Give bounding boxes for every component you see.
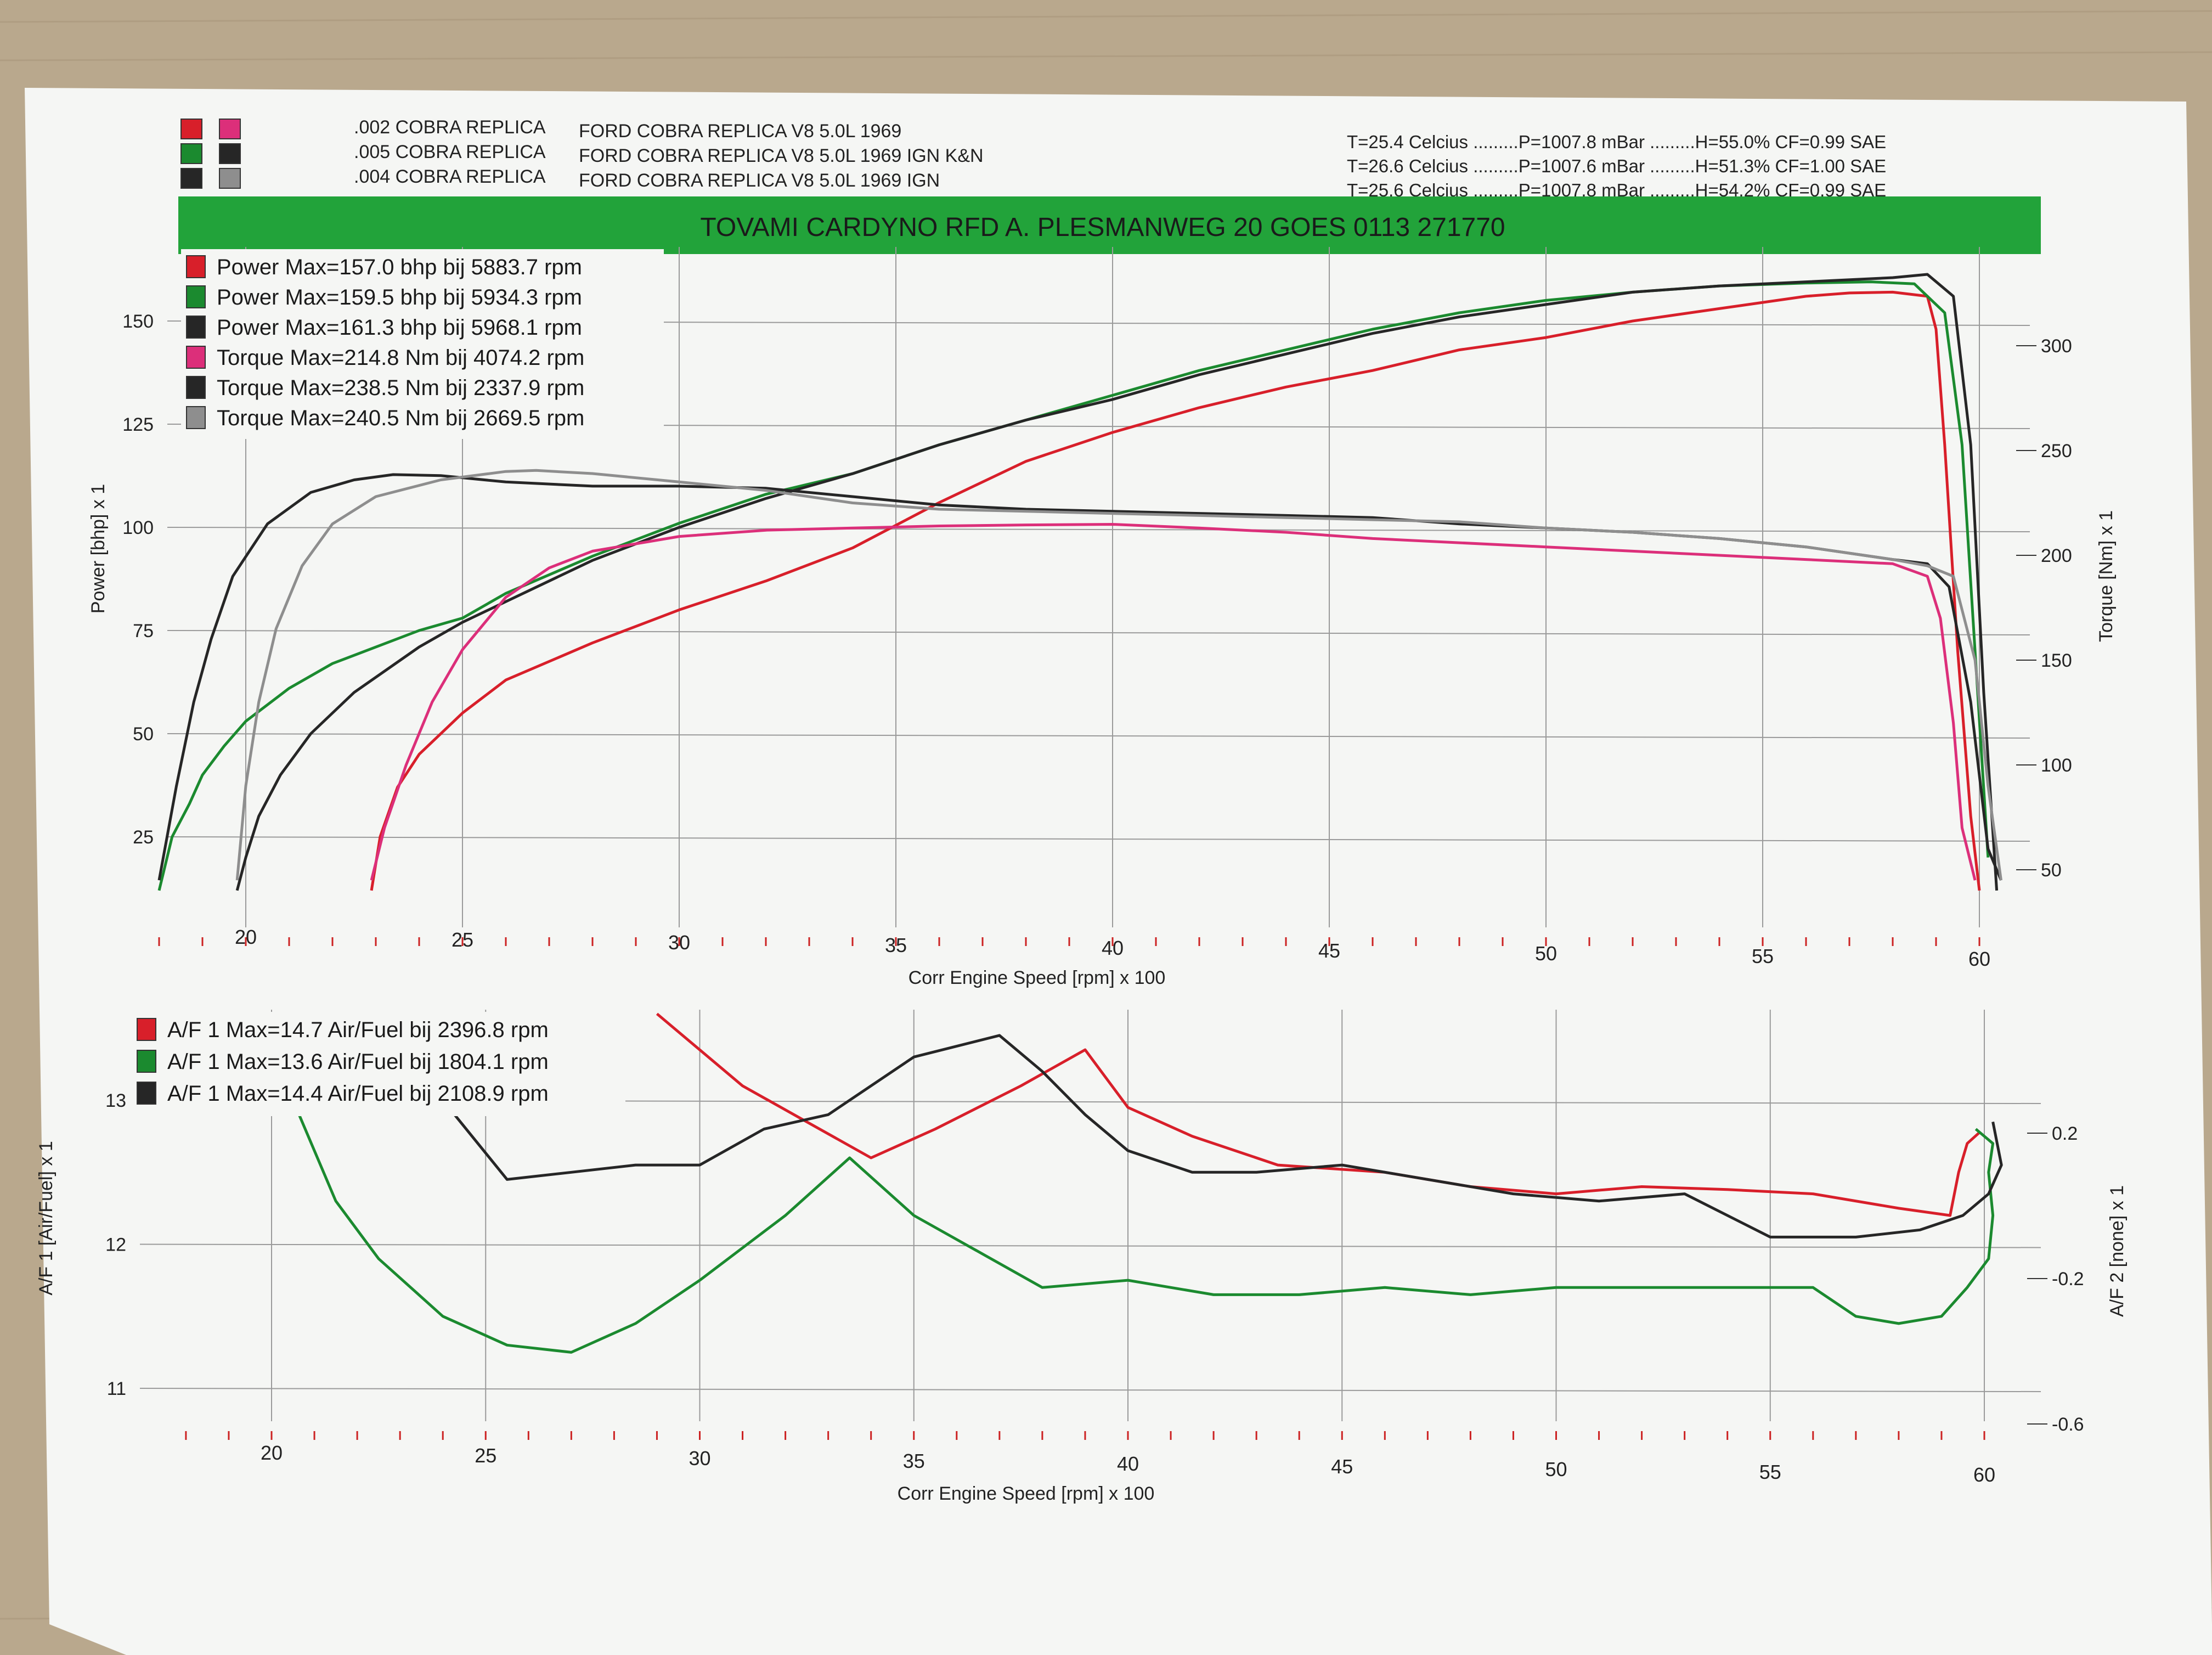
y2-tick-label: 200	[2041, 545, 2072, 566]
legend-entry: Torque Max=214.8 Nm bij 4074.2 rpm	[217, 346, 584, 370]
legend-swatch	[180, 143, 202, 164]
legend-swatch	[186, 285, 206, 308]
y-tick-label: 100	[122, 517, 154, 538]
series-group	[185, 1012, 2003, 1354]
legend-swatch	[186, 406, 206, 429]
x-tick-label: 50	[1545, 1458, 1567, 1481]
dyno-banner	[178, 196, 2041, 254]
run-header: .002 COBRA REPLICA .005 COBRA REPLICA .0…	[178, 117, 2041, 254]
y2-tick-label: -0.2	[2052, 1269, 2084, 1290]
legend-entry: A/F 1 Max=14.4 Air/Fuel bij 2108.9 rpm	[167, 1082, 549, 1106]
x-tick-label: 30	[689, 1447, 710, 1470]
legend-swatch	[186, 376, 206, 399]
legend-entry: Power Max=157.0 bhp bij 5883.7 rpm	[217, 255, 582, 279]
series-line-red	[370, 290, 1981, 891]
series-line-green	[185, 1012, 1995, 1354]
grid-line-horizontal	[167, 527, 2030, 532]
axis-ticks: 20 25 30 35 40 45 50 55 602550751001251505010015…	[122, 311, 2072, 970]
y2-tick-label: 250	[2041, 441, 2072, 461]
y2-tick-label: 0.2	[2052, 1123, 2078, 1144]
legend-swatch	[219, 143, 241, 164]
grid-line-horizontal	[167, 836, 2030, 842]
run-id: .004 COBRA REPLICA	[354, 166, 546, 187]
y-tick-label: 125	[122, 414, 154, 435]
x-tick-label: 20	[261, 1442, 283, 1464]
y-tick-label: 12	[105, 1235, 126, 1256]
legend-entry: Power Max=159.5 bhp bij 5934.3 rpm	[217, 285, 582, 309]
legend-swatch	[137, 1050, 156, 1073]
legend-swatch	[137, 1082, 156, 1105]
legend: A/F 1 Max=14.7 Air/Fuel bij 2396.8 rpm A/…	[132, 1012, 625, 1116]
y2-tick-label: 100	[2041, 755, 2072, 776]
y2-axis-label: A/F 2 [none] x 1	[2107, 1185, 2128, 1317]
legend-swatch	[186, 346, 206, 369]
legend-swatch	[180, 168, 202, 189]
x-tick-label: 60	[1973, 1463, 1995, 1486]
legend: Power Max=157.0 bhp bij 5883.7 rpm Power …	[181, 249, 664, 439]
run-conditions: T=25.4 Celcius .........P=1007.8 mBar ..…	[1347, 132, 1886, 152]
series-line-black	[235, 273, 1999, 891]
run-description: FORD COBRA REPLICA V8 5.0L 1969 IGN	[579, 170, 940, 191]
x-tick-label: 25	[475, 1444, 496, 1467]
series-group	[157, 273, 2002, 891]
paper-sheet	[25, 88, 2212, 1655]
y-tick-label: 13	[105, 1090, 126, 1111]
grid-line-horizontal	[167, 733, 2030, 739]
x-tick-label: 40	[1117, 1453, 1139, 1475]
series-line-black	[185, 1012, 2003, 1239]
y2-tick-label: -0.6	[2052, 1414, 2084, 1435]
x-tick-label: 60	[1968, 948, 1990, 970]
legend-background	[132, 1012, 625, 1116]
legend-swatch	[186, 255, 206, 278]
y-tick-label: 75	[133, 621, 154, 641]
y2-axis-label: Torque [Nm] x 1	[2096, 510, 2117, 642]
y2-tick-label: 150	[2041, 650, 2072, 671]
legend-entry: Power Max=161.3 bhp bij 5968.1 rpm	[217, 316, 582, 340]
legend-swatch	[137, 1018, 156, 1041]
y-tick-label: 50	[133, 724, 154, 745]
series-line-gray	[235, 469, 2002, 881]
y-tick-label: 25	[133, 827, 154, 848]
x-tick-label: 45	[1331, 1455, 1353, 1478]
y-tick-label: 150	[122, 311, 154, 332]
power-torque-chart: 20 25 30 35 40 45 50 55 602550751001251505010015…	[88, 247, 2117, 988]
y-tick-label: 11	[107, 1378, 126, 1399]
run-id: .002 COBRA REPLICA	[354, 117, 546, 138]
axis-ticks: 20 25 30 35 40 45 50 55 60 11 12 13 0.2 -0.2 -0.6	[105, 1090, 2084, 1486]
grid-line-horizontal	[139, 1388, 2041, 1392]
legend-entry: Torque Max=240.5 Nm bij 2669.5 rpm	[217, 406, 584, 430]
legend-entry: Torque Max=238.5 Nm bij 2337.9 rpm	[217, 376, 584, 400]
legend-swatch	[219, 168, 241, 189]
run-description: FORD COBRA REPLICA V8 5.0L 1969 IGN K&N	[579, 145, 984, 166]
air-fuel-chart: 20 25 30 35 40 45 50 55 60 11 12 13 0.2 -0.2 -0.6 A/F …	[36, 1010, 2128, 1504]
run-description: FORD COBRA REPLICA V8 5.0L 1969	[579, 121, 901, 142]
legend-swatch	[186, 316, 206, 339]
y2-tick-label: 50	[2041, 860, 2062, 881]
legend-entry: A/F 1 Max=13.6 Air/Fuel bij 1804.1 rpm	[167, 1050, 549, 1074]
x-tick-label: 35	[903, 1450, 925, 1472]
legend-entry: A/F 1 Max=14.7 Air/Fuel bij 2396.8 rpm	[167, 1018, 549, 1042]
run-conditions: T=26.6 Celcius .........P=1007.6 mBar ..…	[1347, 156, 1886, 176]
legend-background	[181, 249, 664, 439]
x-tick-label: 55	[1759, 1461, 1781, 1483]
x-axis-label: Corr Engine Speed [rpm] x 100	[909, 967, 1166, 988]
dyno-banner-text: TOVAMI CARDYNO RFD A. PLESMANWEG 20 GOES…	[700, 213, 1505, 242]
legend-swatch	[219, 119, 241, 139]
y2-tick-label: 300	[2041, 336, 2072, 357]
y-axis-label: A/F 1 [Air/Fuel] x 1	[36, 1141, 57, 1296]
y-axis-label: Power [bhp] x 1	[88, 484, 109, 613]
x-axis-label: Corr Engine Speed [rpm] x 100	[898, 1483, 1155, 1504]
series-line-magenta	[370, 523, 1977, 881]
run-id: .005 COBRA REPLICA	[354, 142, 546, 162]
x-tick-label: 55	[1752, 945, 1774, 967]
grid-line-horizontal	[139, 1243, 2041, 1248]
legend-swatch	[180, 119, 202, 139]
